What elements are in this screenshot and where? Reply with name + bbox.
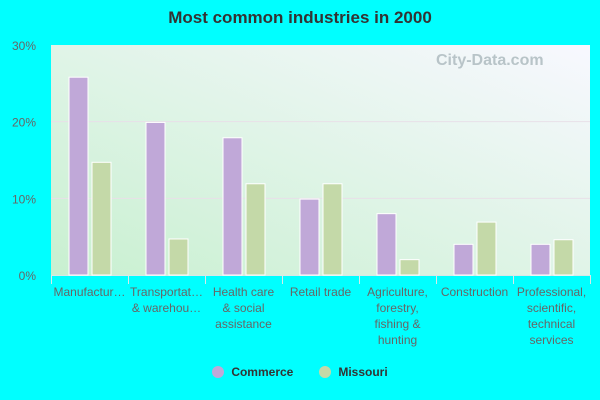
bar-commerce — [145, 121, 166, 276]
bar-missouri — [91, 161, 112, 276]
x-tick-label: hunting — [378, 333, 417, 347]
watermark: City-Data.com — [436, 52, 544, 69]
x-tick-label: Health care — [213, 285, 275, 299]
legend-item-missouri: Missouri — [319, 365, 388, 379]
plot-area — [51, 45, 590, 275]
bar-missouri — [399, 259, 420, 276]
bar-commerce — [299, 198, 320, 276]
bar-commerce — [222, 137, 243, 276]
legend-item-commerce: Commerce — [212, 365, 293, 379]
x-tick-label: & social — [222, 301, 264, 315]
y-tick-label: 30% — [12, 39, 36, 53]
legend-label: Missouri — [338, 365, 388, 379]
y-tick-label: 10% — [12, 192, 36, 206]
x-tick-label: assistance — [215, 317, 272, 331]
x-tick-label: technical — [528, 317, 575, 331]
bar-commerce — [530, 243, 551, 276]
bar-missouri — [322, 183, 343, 276]
x-tick-label: Professional, — [517, 285, 586, 299]
bar-commerce — [453, 243, 474, 276]
bar-missouri — [553, 239, 574, 276]
legend-swatch — [212, 366, 225, 378]
bar-commerce — [376, 213, 397, 276]
x-tick-label: Manufactur… — [53, 285, 125, 299]
x-tick-label: services — [529, 333, 573, 347]
y-tick-label: 20% — [12, 116, 36, 130]
legend-swatch — [319, 366, 332, 378]
legend: Commerce Missouri — [0, 365, 600, 379]
x-tick-label: & warehou… — [132, 301, 201, 315]
bar-missouri — [168, 238, 189, 276]
x-tick-label: fishing & — [374, 317, 420, 331]
legend-label: Commerce — [231, 365, 294, 379]
x-tick-label: Transportat… — [130, 285, 203, 299]
x-tick-label: Retail trade — [290, 285, 352, 299]
x-tick-label: scientific, — [527, 301, 576, 315]
x-tick-label: Construction — [441, 285, 508, 299]
y-tick-label: 0% — [19, 269, 37, 283]
bar-missouri — [476, 221, 497, 276]
chart-title: Most common industries in 2000 — [168, 8, 432, 27]
x-tick-label: forestry, — [376, 301, 418, 315]
bar-commerce — [68, 76, 89, 276]
bar-missouri — [245, 183, 266, 276]
x-tick-label: Agriculture, — [367, 285, 428, 299]
